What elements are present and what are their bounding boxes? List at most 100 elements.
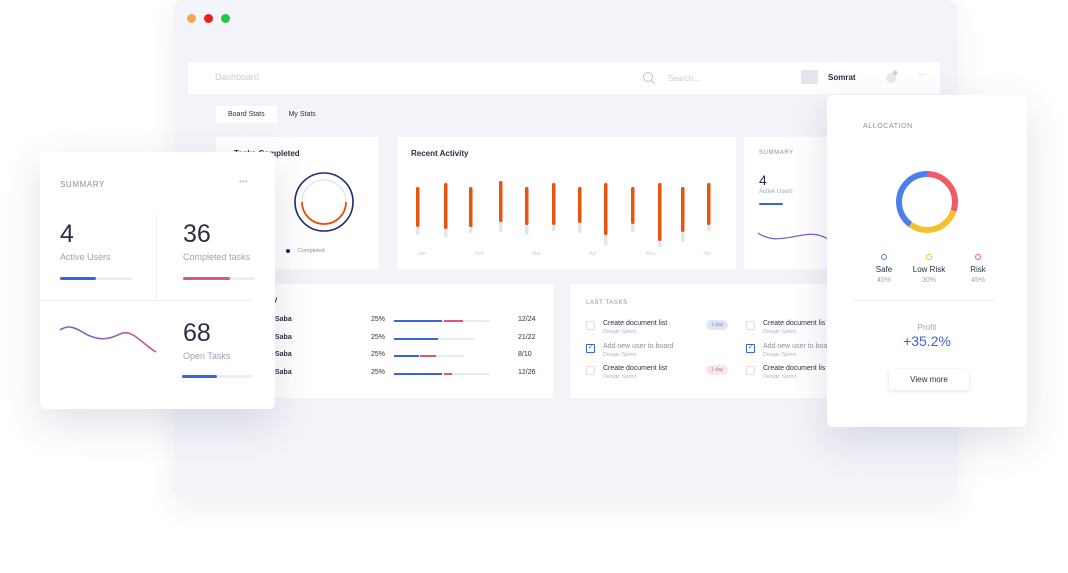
activity-bar (681, 187, 685, 232)
summary-back-bar-fill (759, 203, 783, 205)
last-tasks-label: LAST TASKS (586, 300, 628, 306)
task-title[interactable]: Create document list (603, 365, 668, 372)
task-project: Design Sprint (763, 351, 797, 358)
activity-bar (631, 187, 635, 224)
activity-bar-shadow (499, 222, 503, 232)
activity-bar (552, 183, 556, 225)
member-date: 21/22 (518, 333, 536, 341)
page-title: Dashboard (215, 72, 260, 82)
user-name[interactable]: Somrat (828, 73, 856, 82)
notification-icon[interactable] (884, 69, 900, 85)
summary-back-caption: Active Users (759, 189, 793, 195)
task-project: Design Sprint (763, 374, 797, 380)
allocation-donut (896, 171, 958, 233)
tasks-completed-donut (286, 172, 354, 253)
activity-bar (525, 187, 529, 225)
task-checkbox[interactable] (586, 321, 595, 330)
allocation-label: ALLOCATION (863, 123, 913, 130)
task-title[interactable]: Add new user to board (603, 342, 674, 350)
completed-tasks-bar-fill (183, 277, 230, 280)
avatar[interactable] (801, 70, 818, 84)
search-icon[interactable] (642, 71, 656, 85)
activity-bar (499, 181, 503, 222)
profit-label: Profit (917, 323, 937, 332)
task-checkbox[interactable] (746, 343, 755, 353)
task-checkbox[interactable] (746, 321, 755, 330)
member-progress-fill (394, 372, 442, 375)
legend-dot (881, 254, 887, 260)
open-tasks-bar-fill (182, 375, 217, 378)
member-name: Saba (275, 351, 292, 358)
task-checkbox[interactable] (586, 343, 595, 353)
member-name: Saba (275, 368, 292, 376)
recent-activity-card: Recent Activity Jan Feb Mar Apr May Jun (398, 137, 736, 269)
divider-horizontal (40, 300, 253, 301)
recent-activity-title: Recent Activity (411, 149, 469, 158)
task-title[interactable]: Create document list (603, 320, 668, 327)
member-name: Saba (275, 316, 292, 323)
legend-value: 30% (921, 277, 936, 284)
legend-value: 45% (876, 277, 891, 284)
summary-back-sparkline (758, 232, 829, 240)
more-options-icon[interactable]: ••• (239, 177, 248, 186)
member-progress-bar (394, 372, 490, 375)
summary-label: SUMMARY (60, 180, 105, 189)
legend-dot (975, 254, 981, 260)
activity-bar-shadow (707, 225, 711, 231)
allocation-card: ALLOCATION Safe 45% Low Risk 30% Risk 45% Pro… (827, 95, 1027, 427)
month-label: Jan (418, 251, 427, 257)
activity-bar (707, 183, 711, 225)
member-progress-bar (394, 355, 464, 357)
allocation-divider (853, 300, 995, 301)
tab-my-stats[interactable]: My Stats (288, 111, 316, 118)
active-users-bar (60, 277, 132, 280)
member-progress-overdue (419, 355, 436, 357)
open-tasks-bar (182, 375, 252, 378)
legend-name: Safe (875, 265, 893, 274)
legend-completed: Completed (298, 248, 325, 254)
legend-name: Low Risk (912, 265, 946, 274)
task-title[interactable]: Create document lis (763, 365, 826, 372)
divider-vertical (156, 214, 157, 300)
activity-bar-shadow (604, 235, 608, 245)
activity-bar (469, 187, 473, 227)
maximize-dot[interactable] (221, 14, 230, 23)
active-users-number: 4 (60, 220, 74, 248)
menu-icon[interactable]: — (918, 70, 926, 79)
task-checkbox[interactable] (586, 366, 595, 375)
activity-bar-shadow (444, 229, 448, 237)
summary-back-number: 4 (759, 172, 767, 188)
member-percent: 25% (371, 316, 386, 323)
activity-chart (416, 181, 711, 247)
member-date: 8/10 (518, 351, 532, 358)
profit-value: +35.2% (903, 333, 951, 349)
task-title[interactable]: Create document lis (763, 320, 826, 327)
active-users-bar-fill (60, 277, 96, 280)
activity-bar-shadow (552, 225, 556, 231)
search-input[interactable]: Search... (668, 74, 701, 83)
month-label: Jun (703, 251, 712, 257)
summary-card: SUMMARY ••• 4 Active Users 36 Completed … (40, 152, 275, 409)
member-percent: 25% (371, 351, 386, 358)
member-progress-fill (394, 320, 442, 322)
task-title[interactable]: Add new user to boa (763, 342, 828, 350)
completed-tasks-number: 36 (183, 220, 211, 248)
activity-bar-shadow (658, 241, 662, 247)
activity-bar-shadow (631, 224, 635, 232)
activity-bar (604, 183, 608, 235)
member-progress-overdue (443, 372, 452, 375)
close-dot[interactable] (204, 14, 213, 23)
task-checkbox[interactable] (746, 366, 755, 375)
activity-bar-shadow (681, 232, 685, 242)
legend-dot (926, 254, 932, 260)
team-table-card: y Saba 25% 12/24 Saba 25% 21/22 Saba 25% 8/10 Sab… (273, 284, 553, 398)
view-more-button[interactable]: View more (889, 369, 969, 390)
tab-board-stats[interactable]: Board Stats (216, 106, 277, 123)
member-progress-bar (394, 337, 474, 340)
member-progress-bar (394, 320, 490, 322)
activity-bar-shadow (525, 225, 529, 235)
completed-tasks-bar (183, 277, 255, 280)
legend-name: Risk (970, 265, 986, 274)
minimize-dot[interactable] (187, 14, 196, 23)
activity-bar-shadow (416, 227, 420, 235)
